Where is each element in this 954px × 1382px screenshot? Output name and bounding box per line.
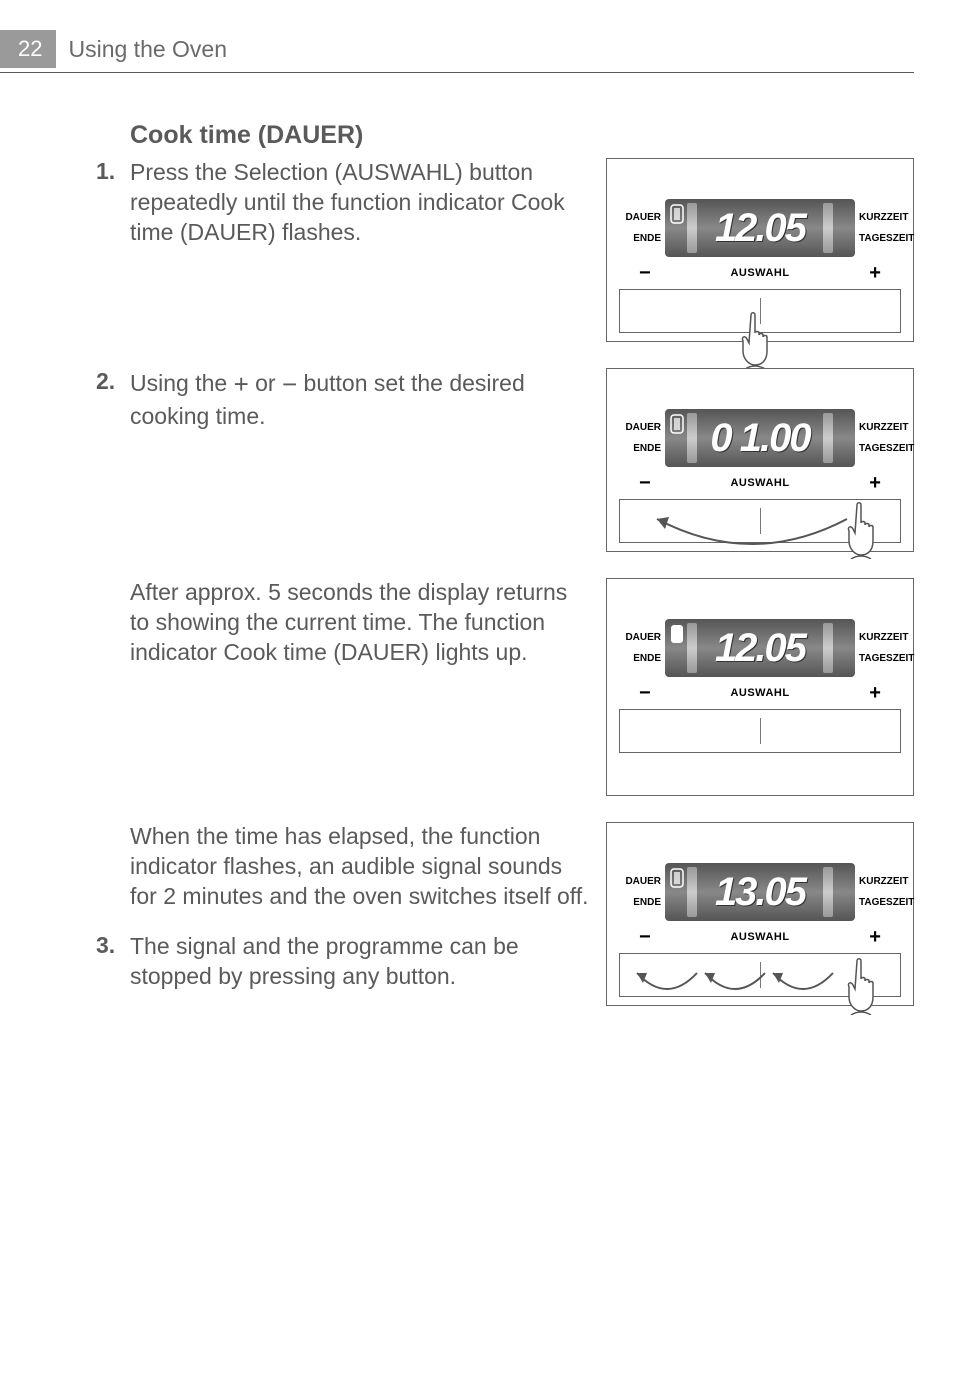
sub-text-elapsed: When the time has elapsed, the function … [130, 822, 590, 912]
page-header: 22 Using the Oven [0, 30, 914, 73]
display-panel-2: DAUER ENDE 0 1.00 KURZZEIT TAGESZEIT − A… [606, 368, 914, 552]
step-2-text: Using the + or − button set the desired … [130, 368, 590, 432]
page-content: Cook time (DAUER) 1. Press the Selection… [0, 73, 954, 1022]
labels-left: DAUER ENDE [613, 212, 661, 244]
page-number-tab: 22 [0, 30, 56, 68]
auswahl-button[interactable]: AUSWAHL [730, 267, 789, 279]
dauer-icon [669, 203, 685, 225]
display-panel-3: DAUER ENDE 12.05 KURZZEIT TAGESZEIT − AU… [606, 578, 914, 796]
display-panel-1: DAUER ENDE 12.05 KURZZEIT TAGESZEIT − AU… [606, 158, 914, 342]
step-1-text: Press the Selection (AUSWAHL) button rep… [130, 158, 590, 248]
display-panel-4: DAUER ENDE 13.05 KURZZEIT TAGESZEIT − AU… [606, 822, 914, 1006]
sub-text-after: After approx. 5 seconds the display retu… [130, 578, 590, 668]
row-step-3: When the time has elapsed, the function … [96, 822, 914, 1022]
label-kurzzeit: KURZZEIT [859, 212, 908, 223]
hand-icon [837, 955, 887, 1015]
lcd-digits-4: 13.05 [715, 870, 805, 915]
minus-icon: − [282, 368, 297, 402]
step-3-number: 3. [96, 932, 130, 959]
hand-icon [731, 309, 781, 369]
heading-cook-time: Cook time (DAUER) [130, 121, 914, 150]
row-step-1: 1. Press the Selection (AUSWAHL) button … [96, 158, 914, 358]
lcd-digits-3: 12.05 [715, 626, 805, 671]
multi-press-icon [627, 965, 847, 1011]
step-2-number: 2. [96, 368, 130, 395]
label-tageszeit: TAGESZEIT [859, 233, 914, 244]
swipe-arrow-icon [637, 509, 867, 559]
step-3-text: The signal and the programme can be stop… [130, 932, 590, 992]
step-1-number: 1. [96, 158, 130, 185]
lcd-display: 12.05 [665, 199, 855, 257]
row-sub-after: After approx. 5 seconds the display retu… [96, 578, 914, 812]
label-ende: ENDE [633, 233, 661, 244]
plus-icon: + [234, 368, 249, 402]
controls-row: − AUSWAHL + [613, 257, 907, 287]
lcd-digits-2: 0 1.00 [710, 416, 809, 461]
lcd-digits-1: 12.05 [715, 206, 805, 251]
minus-button[interactable]: − [639, 263, 651, 283]
dauer-icon-solid [669, 623, 685, 645]
dauer-icon [669, 413, 685, 435]
plus-button[interactable]: + [869, 263, 881, 283]
label-dauer: DAUER [625, 212, 661, 223]
section-title: Using the Oven [68, 36, 227, 63]
hand-icon [837, 499, 887, 559]
row-step-2: 2. Using the + or − button set the desir… [96, 368, 914, 568]
dauer-icon [669, 867, 685, 889]
labels-right: KURZZEIT TAGESZEIT [859, 212, 907, 244]
